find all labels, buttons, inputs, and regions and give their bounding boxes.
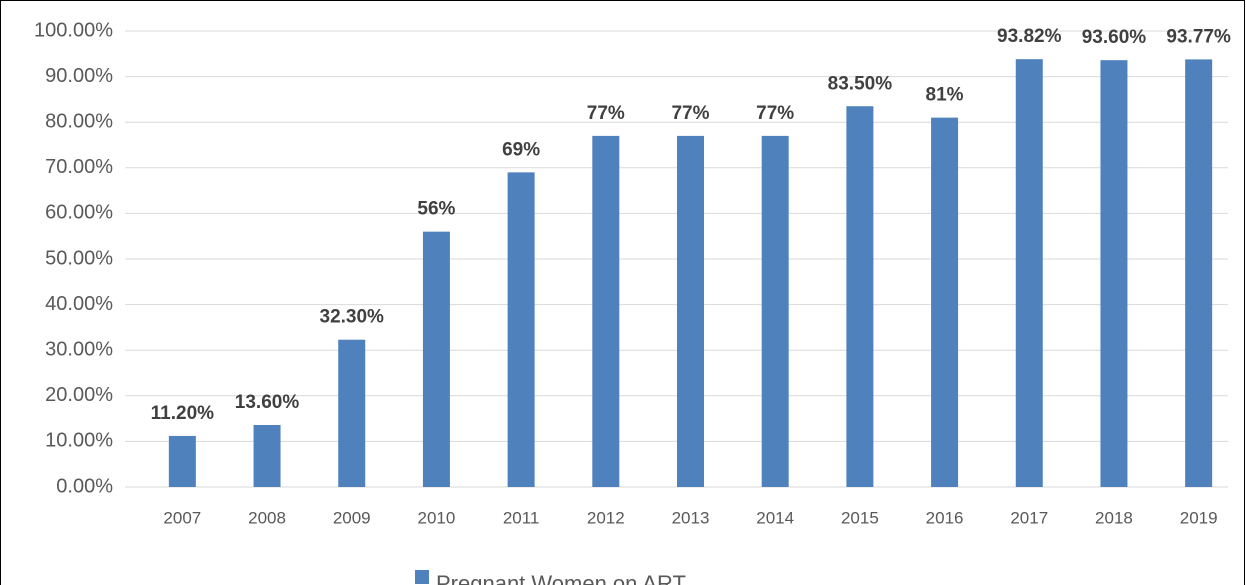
x-tick-label: 2015 <box>841 508 879 527</box>
data-label: 93.82% <box>997 26 1062 47</box>
y-tick-label: 50.00% <box>45 247 113 269</box>
y-tick-label: 30.00% <box>45 338 113 360</box>
data-label: 93.77% <box>1166 26 1231 47</box>
data-label: 77% <box>671 103 709 124</box>
x-tick-label: 2008 <box>248 508 286 527</box>
x-tick-label: 2014 <box>756 508 794 527</box>
data-label: 77% <box>756 103 794 124</box>
y-tick-label: 100.00% <box>34 19 113 41</box>
bar <box>168 435 196 487</box>
bar <box>1185 59 1213 487</box>
data-label: 13.60% <box>235 392 300 413</box>
y-tick-label: 70.00% <box>45 156 113 178</box>
x-tick-label: 2007 <box>163 508 201 527</box>
x-tick-label: 2011 <box>503 508 540 527</box>
x-tick-label: 2012 <box>587 508 625 527</box>
y-tick-label: 80.00% <box>45 110 113 132</box>
y-tick-label: 0.00% <box>56 475 113 497</box>
x-tick-label: 2010 <box>418 508 456 527</box>
legend-swatch <box>415 570 429 584</box>
data-label: 83.50% <box>828 73 893 94</box>
y-tick-label: 40.00% <box>45 293 113 315</box>
x-tick-label: 2013 <box>672 508 710 527</box>
y-tick-label: 10.00% <box>45 430 113 452</box>
data-label: 56% <box>417 199 455 220</box>
bar <box>677 135 704 487</box>
bar <box>761 135 789 487</box>
bar <box>338 339 366 487</box>
bar <box>507 172 535 488</box>
y-tick-label: 60.00% <box>45 202 113 224</box>
data-label: 81% <box>926 85 964 106</box>
data-label: 77% <box>587 103 625 124</box>
data-label: 32.30% <box>320 307 385 328</box>
data-label: 93.60% <box>1082 27 1147 48</box>
bar <box>253 424 281 487</box>
bar <box>592 135 620 487</box>
data-label: 11.20% <box>151 403 214 424</box>
bar <box>422 231 450 487</box>
legend-label: Pregnant Women on ART <box>436 571 686 585</box>
x-tick-label: 2017 <box>1010 508 1048 527</box>
y-tick-label: 90.00% <box>45 65 113 87</box>
x-tick-label: 2019 <box>1180 508 1218 527</box>
bar <box>1015 59 1043 488</box>
x-tick-label: 2016 <box>926 508 964 527</box>
y-tick-label: 20.00% <box>45 384 113 406</box>
bar <box>1100 60 1128 488</box>
bar <box>846 106 874 488</box>
x-tick-label: 2018 <box>1095 508 1133 527</box>
bar <box>931 117 959 487</box>
x-tick-label: 2009 <box>333 508 371 527</box>
data-label: 69% <box>502 139 540 160</box>
